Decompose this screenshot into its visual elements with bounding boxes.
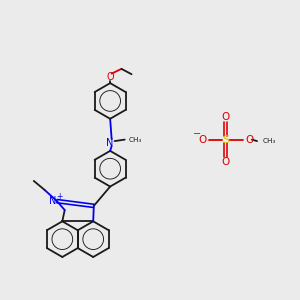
Text: +: + [56,192,62,201]
Text: S: S [222,135,230,145]
Text: O: O [245,135,254,145]
Text: O: O [222,157,230,167]
Text: N: N [106,138,113,148]
Text: CH₃: CH₃ [263,138,276,144]
Text: O: O [106,72,114,82]
Text: O: O [222,112,230,122]
Text: −: − [193,129,201,139]
Text: N: N [49,196,56,206]
Text: O: O [198,135,206,145]
Text: CH₃: CH₃ [129,136,142,142]
